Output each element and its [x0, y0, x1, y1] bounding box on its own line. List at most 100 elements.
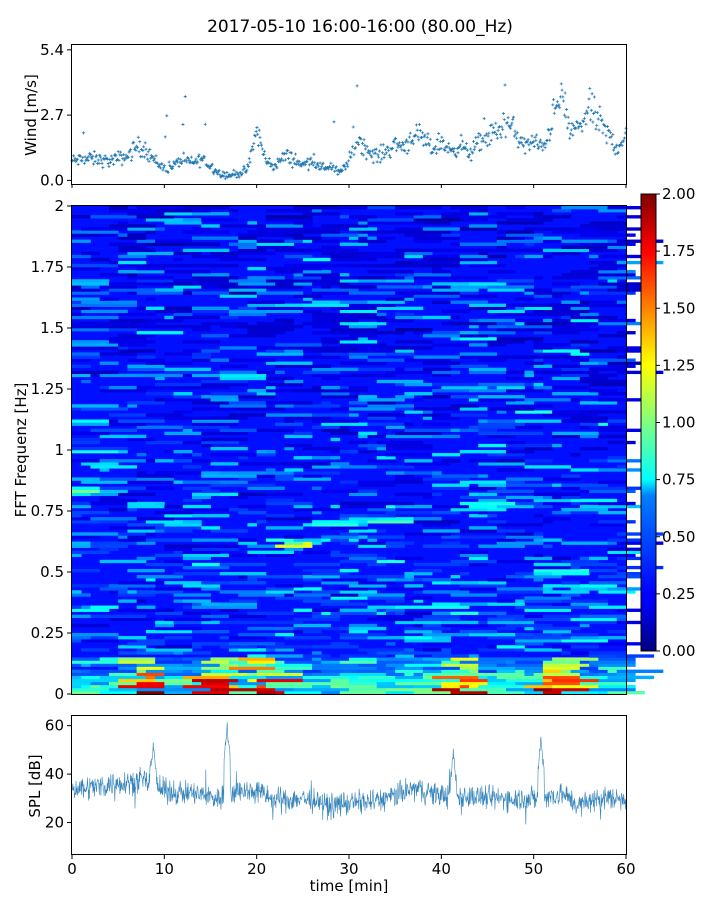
- spectrogram-cell: [118, 260, 147, 265]
- spectrogram-cell: [395, 556, 424, 561]
- spectrogram-cell: [219, 364, 248, 368]
- spectrogram-cell: [339, 568, 359, 573]
- spectrogram-cell: [192, 459, 211, 463]
- wind-point: [184, 158, 188, 162]
- spectrogram-cell: [219, 324, 239, 329]
- spectrogram-cell: [542, 495, 553, 500]
- spectrogram-cell: [478, 431, 498, 436]
- spectrogram-cell: [72, 672, 110, 676]
- spectrogram-cell: [192, 419, 239, 423]
- spectrogram-cell: [358, 520, 368, 524]
- spectrogram-cell: [579, 489, 590, 493]
- spectrogram-cell: [72, 267, 101, 271]
- spectrogram-cell: [339, 687, 350, 692]
- spectrogram-cell: [256, 306, 304, 310]
- spectrogram-cell: [275, 422, 304, 426]
- spectrogram-cell: [265, 285, 304, 289]
- spectrogram-cell: [478, 428, 498, 432]
- spectrogram-cell: [616, 572, 645, 576]
- spectrogram-cell: [72, 440, 101, 445]
- wind-point: [411, 142, 415, 146]
- spectrogram-cell: [118, 538, 147, 542]
- spectrogram-cell: [118, 334, 156, 338]
- spectrogram-cell: [496, 529, 525, 533]
- spectrogram-cell: [81, 684, 91, 689]
- spectrogram-cell: [404, 474, 415, 478]
- spectrogram-cell: [376, 312, 387, 317]
- spectrogram-cell: [349, 373, 368, 378]
- spectrogram-cell: [404, 636, 433, 640]
- spectrogram-cell: [589, 654, 618, 658]
- colorbar-gradient: [640, 193, 657, 652]
- spectrogram-cell: [238, 233, 285, 237]
- spectrogram-cell: [201, 614, 230, 619]
- spectrogram-cell: [127, 273, 138, 277]
- wind-point: [309, 156, 313, 160]
- spectrogram-cell: [459, 480, 507, 484]
- wind-point: [266, 161, 270, 165]
- wind-point: [161, 168, 165, 172]
- spectrogram-cell: [422, 529, 461, 533]
- wind-point: [292, 157, 296, 161]
- spectrogram-cell: [72, 669, 82, 673]
- spectrogram-cell: [275, 321, 285, 326]
- spectrogram-cell: [496, 459, 525, 463]
- wind-point: [566, 115, 570, 119]
- spectrogram-cell: [118, 608, 165, 612]
- spectrogram-cell: [238, 474, 258, 478]
- spectrogram-cell: [210, 392, 258, 396]
- spectrogram-cell: [90, 492, 119, 497]
- wind-point: [371, 161, 375, 165]
- spectrogram-cell: [505, 440, 525, 445]
- colorbar-tick-label: 0.75: [662, 471, 695, 489]
- spectrogram-cell: [108, 681, 138, 686]
- spectrogram-cell: [265, 401, 294, 405]
- spectrogram-cell: [598, 428, 645, 432]
- spectrogram-cell: [293, 593, 331, 597]
- spectrogram-cell: [219, 315, 239, 320]
- wind-point: [360, 151, 364, 155]
- spectrogram-cell: [182, 428, 193, 432]
- wind-point: [355, 84, 359, 88]
- wind-point: [434, 151, 438, 155]
- wind-point: [548, 138, 552, 142]
- spectrogram-cell: [542, 413, 590, 417]
- spectrogram-cell: [598, 468, 645, 472]
- spectrogram-cell: [349, 440, 368, 445]
- wind-point: [615, 143, 619, 147]
- spectrogram-cell: [72, 657, 101, 661]
- spectrogram-cell: [395, 654, 415, 658]
- spectrogram-cell: [607, 279, 618, 283]
- spectrogram-cell: [72, 678, 119, 683]
- spectrogram-cell: [293, 456, 313, 460]
- spectrogram-cell: [339, 559, 378, 564]
- spectrogram-cell: [496, 590, 544, 594]
- spectrogram-cell: [284, 690, 322, 695]
- spectrogram-cell: [275, 596, 322, 600]
- spectrogram-cell: [395, 312, 415, 317]
- wind-point: [478, 148, 482, 152]
- spectrogram-cell: [459, 291, 479, 295]
- spectrogram-cell: [404, 611, 433, 615]
- wind-point: [361, 153, 365, 157]
- spectrogram-cell: [219, 492, 239, 497]
- spectrogram-cell: [422, 605, 470, 609]
- spectrogram-cell: [367, 270, 415, 274]
- spectrogram-cell: [72, 233, 82, 237]
- spectrogram-cell: [450, 428, 461, 432]
- wind-point: [604, 134, 608, 138]
- wind-point: [496, 129, 500, 133]
- spectrogram-cell: [256, 687, 276, 692]
- spectrogram-cell: [385, 297, 405, 301]
- spectrogram-cell: [293, 221, 304, 225]
- spectrogram-cell: [487, 407, 535, 411]
- wind-point: [408, 131, 412, 135]
- spectrogram-cell: [321, 224, 331, 228]
- spectrogram-cell: [339, 309, 350, 314]
- spectrogram-cell: [459, 450, 507, 454]
- wind-point: [370, 155, 374, 159]
- spectrogram-cell: [524, 465, 571, 469]
- spectrogram-cell: [164, 504, 184, 509]
- spectrogram-cell: [570, 343, 590, 347]
- spectrogram-cell: [118, 666, 138, 670]
